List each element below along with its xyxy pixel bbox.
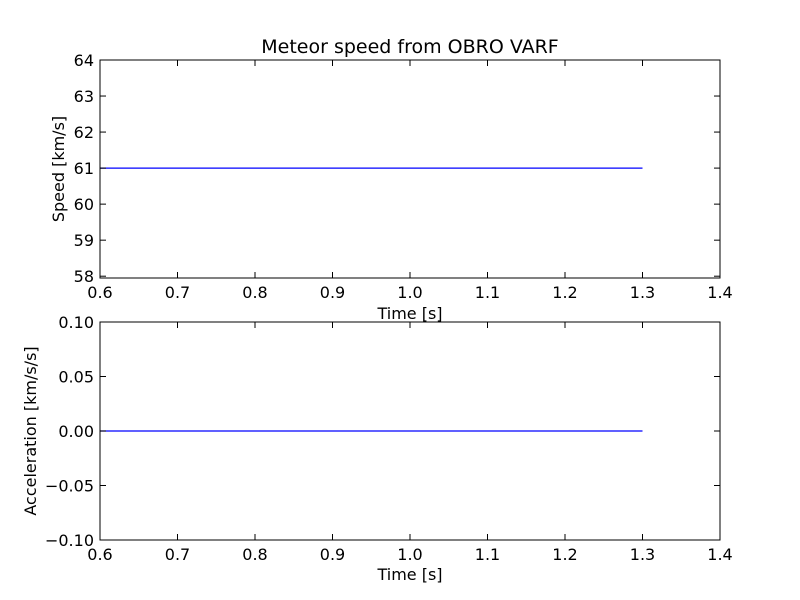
acceleration-y-tick-label: −0.10 xyxy=(45,531,94,550)
acceleration-y-axis-label: Acceleration [km/s/s] xyxy=(21,346,40,515)
speed-x-tick-label: 0.7 xyxy=(165,283,190,302)
acceleration-x-tick-label: 1.1 xyxy=(475,545,500,564)
acceleration-y-tick-label: 0.05 xyxy=(58,368,94,387)
acceleration-x-tick-label: 1.2 xyxy=(552,545,577,564)
speed-y-tick-label: 61 xyxy=(74,159,94,178)
speed-y-tick-label: 58 xyxy=(74,267,94,286)
speed-panel: 0.6 0.7 0.8 0.9 1.0 1.1 1.2 1.3 1.4 58 59 60 61 62 63 6… xyxy=(49,51,733,323)
speed-axes-frame xyxy=(99,59,721,279)
acceleration-x-tick-label: 1.3 xyxy=(630,545,655,564)
acceleration-x-axis-label: Time [s] xyxy=(376,565,442,584)
speed-x-tick-label: 0.9 xyxy=(320,283,345,302)
speed-y-tick-label: 59 xyxy=(74,231,94,250)
speed-x-tick-label: 1.0 xyxy=(397,283,422,302)
speed-x-tick-label: 0.8 xyxy=(242,283,267,302)
acceleration-y-tick-label: 0.10 xyxy=(58,313,94,332)
speed-x-tick-label: 1.3 xyxy=(630,283,655,302)
speed-chart-title: Meteor speed from OBRO VARF xyxy=(261,36,559,58)
speed-y-tick-label: 62 xyxy=(74,123,94,142)
speed-y-tick-label: 63 xyxy=(74,87,94,106)
acceleration-x-tick-label: 0.6 xyxy=(87,545,112,564)
speed-x-tick-label: 0.6 xyxy=(87,283,112,302)
speed-y-tick-label: 60 xyxy=(74,195,94,214)
speed-y-tick-label: 64 xyxy=(74,51,94,70)
speed-x-tick-label: 1.2 xyxy=(552,283,577,302)
acceleration-x-tick-label: 0.9 xyxy=(320,545,345,564)
acceleration-y-tick-label: 0.00 xyxy=(58,422,94,441)
acceleration-x-tick-label: 0.7 xyxy=(165,545,190,564)
speed-y-axis-label: Speed [km/s] xyxy=(49,116,68,222)
acceleration-x-tick-label: 0.8 xyxy=(242,545,267,564)
speed-x-axis-label: Time [s] xyxy=(376,304,442,323)
speed-x-tick-label: 1.4 xyxy=(707,283,732,302)
acceleration-panel: 0.6 0.7 0.8 0.9 1.0 1.1 1.2 1.3 1.4 −0.10 −0.05 0.0… xyxy=(21,313,733,584)
acceleration-x-tick-label: 1.4 xyxy=(707,545,732,564)
speed-x-tick-label: 1.1 xyxy=(475,283,500,302)
acceleration-x-tick-label: 1.0 xyxy=(397,545,422,564)
acceleration-y-tick-label: −0.05 xyxy=(45,477,94,496)
